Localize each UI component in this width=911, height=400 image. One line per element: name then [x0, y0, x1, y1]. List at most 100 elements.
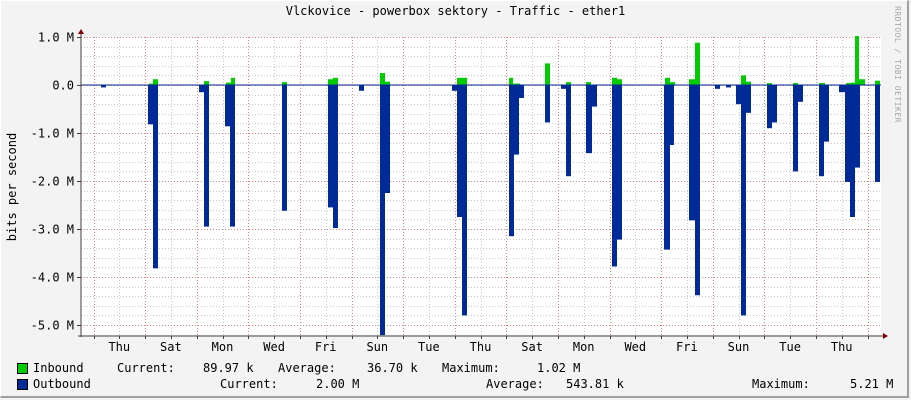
data-bar	[617, 79, 622, 85]
data-bar	[452, 85, 457, 91]
inbound-maximum-label: Maximum:	[442, 361, 500, 375]
outbound-label: Outbound	[33, 377, 91, 391]
inbound-label: Inbound	[33, 361, 84, 375]
data-bar	[846, 83, 851, 85]
data-bar	[101, 85, 106, 88]
data-bar	[148, 85, 153, 125]
x-tick-label: Thu	[831, 340, 853, 354]
data-bar	[149, 83, 153, 85]
data-bar	[592, 85, 597, 107]
inbound-current-label: Current:	[117, 361, 175, 375]
outbound-maximum-label: Maximum:	[752, 377, 810, 391]
inbound-swatch-icon	[17, 363, 28, 374]
data-bar	[282, 82, 287, 85]
x-tick-label: Mon	[212, 340, 234, 354]
data-bar	[561, 85, 566, 89]
data-bar	[328, 85, 333, 208]
data-bar	[850, 85, 855, 217]
data-bar	[457, 77, 467, 85]
y-tick-label: -5.0 M	[31, 319, 74, 333]
x-tick-label: Tue	[779, 340, 801, 354]
y-axis-arrow-icon	[78, 29, 84, 34]
data-bar	[772, 85, 777, 123]
data-bar	[385, 81, 390, 85]
data-bar	[230, 85, 235, 227]
y-tick-label: -2.0 M	[31, 175, 74, 189]
data-bar	[545, 85, 550, 123]
x-tick-label: Wed	[263, 340, 285, 354]
data-bar	[665, 77, 670, 85]
data-bar	[226, 82, 231, 85]
legend-row-inbound: Inbound Current: 89.97 k Average: 36.70 …	[0, 361, 911, 376]
data-bar	[855, 36, 859, 85]
y-tick-label: 0.0	[52, 79, 74, 93]
data-bar	[793, 85, 798, 172]
data-bar	[746, 85, 751, 113]
x-tick-label: Fri	[315, 340, 337, 354]
x-tick-label: Mon	[573, 340, 595, 354]
series-outbound	[101, 85, 880, 336]
x-tick-label: Thu	[108, 340, 130, 354]
data-bar	[746, 81, 751, 85]
data-bar	[617, 85, 622, 240]
plot-canvas	[81, 37, 881, 335]
data-bar	[845, 85, 850, 182]
data-bar	[231, 77, 235, 85]
data-bar	[225, 85, 230, 127]
data-bar	[153, 79, 158, 85]
data-bar	[462, 85, 467, 316]
data-bar	[819, 83, 825, 85]
data-bar	[695, 42, 700, 85]
graph-title: Vlckovice - powerbox sektory - Traffic -…	[285, 4, 626, 18]
data-bar	[380, 73, 385, 85]
data-bar	[513, 83, 520, 85]
data-bar	[457, 85, 462, 217]
data-bar	[741, 85, 746, 316]
data-bar	[153, 85, 158, 269]
data-bar	[767, 83, 772, 85]
outbound-current-value: 2.00 M	[316, 377, 360, 391]
rrdtool-watermark: RRDTOOL / TOBI OETIKER	[893, 6, 902, 123]
x-tick-label: Sat	[160, 340, 182, 354]
inbound-current-value: 89.97 k	[203, 361, 254, 375]
data-bar	[612, 85, 617, 267]
y-tick-label: -3.0 M	[31, 223, 74, 237]
inbound-maximum-value: 1.02 M	[537, 361, 581, 375]
data-bar	[741, 75, 746, 85]
data-bar	[819, 85, 824, 177]
data-bar	[670, 82, 675, 85]
data-bar	[333, 85, 338, 229]
data-bar	[715, 85, 720, 89]
data-bar	[689, 85, 695, 221]
data-bar	[204, 81, 209, 85]
data-bar	[586, 85, 592, 154]
data-bar	[514, 85, 519, 155]
outbound-average-label: Average:	[486, 377, 544, 391]
data-bar	[545, 63, 550, 85]
inbound-average-label: Average:	[278, 361, 336, 375]
data-bar	[689, 79, 695, 85]
data-bar	[695, 85, 700, 296]
data-bar	[359, 85, 364, 91]
x-tick-label: Sat	[521, 340, 543, 354]
data-bar	[726, 85, 731, 88]
y-axis-ticks: 1.0 M 0.0 -1.0 M -2.0 M -3.0 M -4.0 M -5.0 M	[31, 31, 81, 333]
x-axis-arrow-icon	[883, 333, 888, 339]
outbound-average-value: 543.81 k	[566, 377, 624, 391]
data-bar	[333, 77, 338, 85]
data-bar	[798, 85, 803, 102]
x-axis-ticks: Thu Sat Mon Wed Fri Sun Tue Thu Sat Mon Wed Fri Sun T…	[94, 336, 869, 354]
data-bar	[509, 85, 514, 237]
data-bar	[670, 85, 674, 145]
data-bar	[851, 82, 855, 85]
data-bar	[519, 85, 524, 98]
data-bar	[855, 85, 860, 168]
y-tick-label: -1.0 M	[31, 127, 74, 141]
data-bar	[566, 82, 571, 85]
inbound-average-value: 36.70 k	[367, 361, 418, 375]
data-bar	[204, 85, 209, 227]
data-bar	[385, 85, 390, 193]
x-tick-label: Fri	[676, 340, 698, 354]
